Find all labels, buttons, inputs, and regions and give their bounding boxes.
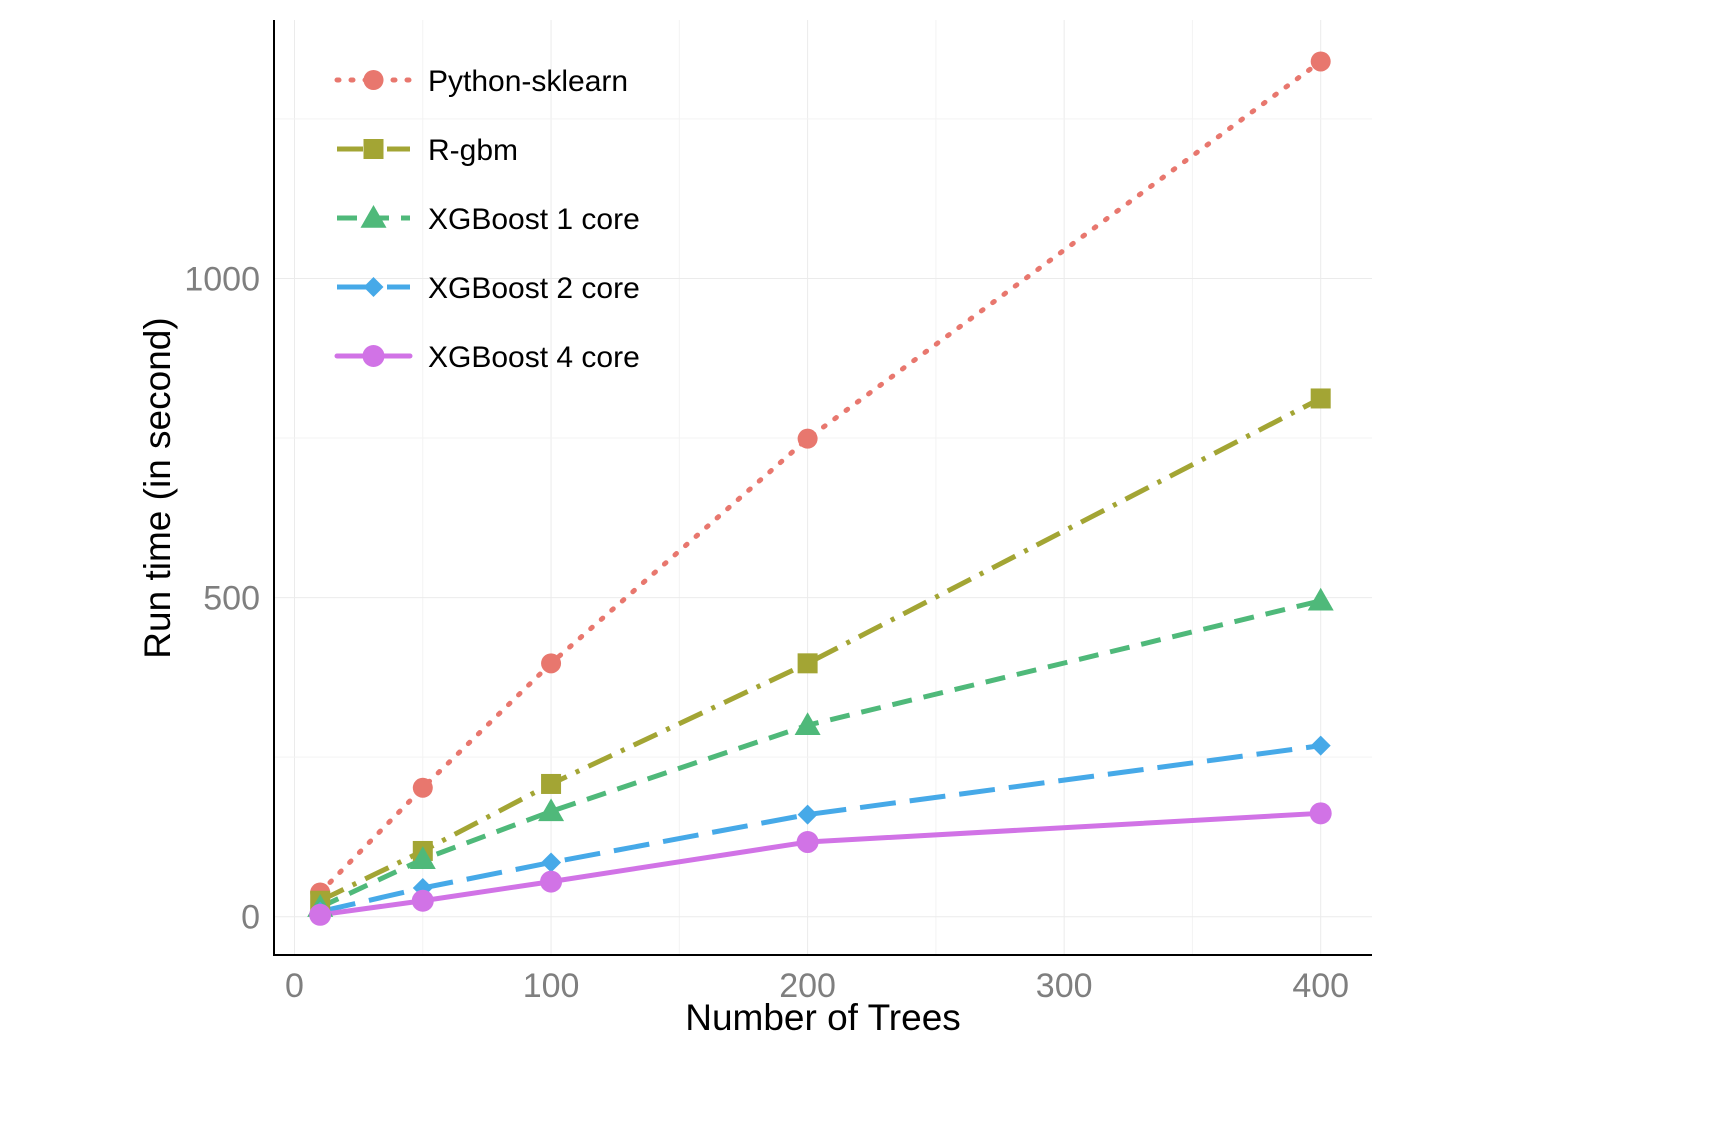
data-point-xgboost-2-core [541,852,562,873]
y-tick-label: 0 [241,899,260,937]
legend: Python-sklearn R-gbm XGBoost 1 core XGBoost… [334,65,640,374]
legend-label: Python-sklearn [428,65,628,98]
legend-item-python-sklearn: Python-sklearn [334,65,628,98]
legend-swatch-marker [363,70,384,90]
legend-item-r-gbm: R-gbm [337,134,518,167]
series [307,51,1334,926]
legend-label: XGBoost 1 core [428,203,640,236]
axes [273,20,1372,956]
grid [274,20,1372,955]
x-tick-label: 0 [285,967,304,1005]
data-point-xgboost-1-core [1307,587,1334,611]
data-point-python-sklearn [1310,51,1331,72]
legend-label: XGBoost 4 core [428,341,640,374]
x-tick-label: 200 [779,967,836,1005]
y-tick-label: 500 [203,580,260,618]
legend-swatch-marker [363,277,384,297]
legend-item-xgboost-2-core: XGBoost 2 core [337,272,640,305]
tick-labels: 0 100 200 300 400 0 500 1000 [184,260,1349,1005]
data-point-r-gbm [541,773,562,794]
data-point-xgboost-2-core [797,804,818,825]
x-axis-title: Number of Trees [685,997,961,1038]
data-point-xgboost-1-core [538,798,565,822]
data-point-xgboost-4-core [796,831,819,854]
x-tick-label: 400 [1292,967,1349,1005]
data-point-xgboost-4-core [309,903,332,926]
data-point-xgboost-1-core [409,846,436,870]
x-tick-label: 300 [1036,967,1093,1005]
data-point-xgboost-4-core [540,870,563,893]
data-point-python-sklearn [541,653,562,674]
series-line-xgboost-1-core [319,598,1322,910]
legend-item-xgboost-4-core: XGBoost 4 core [334,341,640,374]
series-line-r-gbm [319,396,1322,904]
data-point-xgboost-4-core [1309,802,1332,825]
data-point-xgboost-1-core [794,712,821,735]
legend-item-xgboost-1-core: XGBoost 1 core [337,203,640,236]
data-point-python-sklearn [412,777,433,798]
data-point-xgboost-4-core [411,889,434,912]
data-point-r-gbm [1310,388,1331,409]
x-tick-label: 100 [523,967,580,1005]
y-axis-title: Run time (in second) [137,317,178,658]
legend-swatch-marker [363,139,384,159]
legend-swatch-marker [360,205,387,228]
data-point-r-gbm [797,653,818,674]
legend-label: R-gbm [428,134,518,167]
series-line-xgboost-2-core [319,743,1322,915]
legend-label: XGBoost 2 core [428,272,640,305]
data-point-xgboost-2-core [1310,735,1331,756]
data-point-python-sklearn [797,428,818,449]
legend-swatch-marker [362,345,385,367]
y-tick-label: 1000 [184,260,260,298]
